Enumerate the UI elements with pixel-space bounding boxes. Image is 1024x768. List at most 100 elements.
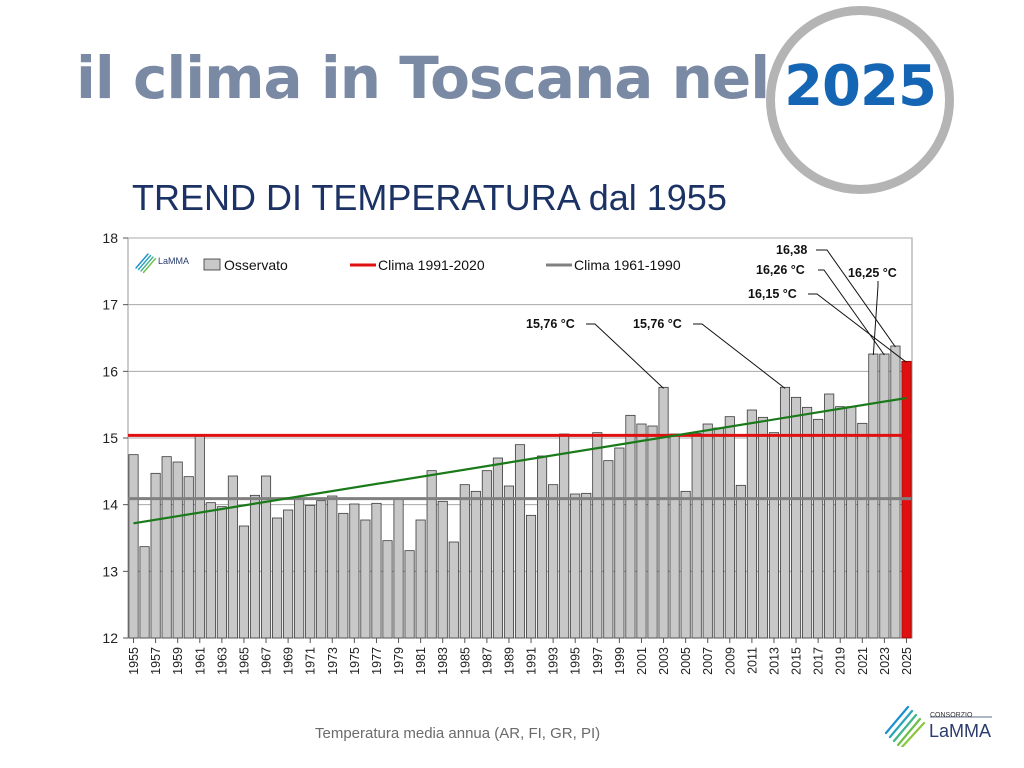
bar-1964	[227, 475, 238, 639]
bar-2003	[658, 386, 669, 639]
bar-2017	[813, 418, 824, 639]
bar-2012	[757, 416, 768, 639]
bar-2013	[768, 432, 780, 639]
legend-swatch-observed	[203, 258, 221, 271]
inner-logo-icon	[135, 253, 157, 274]
inner-logo-stripe	[137, 254, 152, 271]
bar-2006	[691, 432, 702, 639]
annotation-label-2023: 16,26 °C	[756, 263, 805, 277]
x-tick-label-1983: 1983	[436, 647, 450, 675]
bar-1987	[481, 470, 492, 639]
bar-1961	[194, 435, 205, 639]
bar-1982	[426, 470, 437, 639]
bar-1973	[327, 495, 338, 639]
x-tick-label-2007: 2007	[701, 647, 715, 675]
x-tick-label-1973: 1973	[326, 647, 340, 675]
x-tick-label-1955: 1955	[127, 647, 141, 675]
bar-2005	[680, 490, 691, 639]
bar-2015	[791, 396, 802, 639]
brand-small-text: CONSORZIO	[930, 712, 973, 719]
bar-2024	[890, 345, 901, 639]
x-tick-label-2023: 2023	[878, 647, 892, 675]
chart-caption: Temperatura media annua (AR, FI, GR, PI)	[315, 725, 601, 742]
x-tick-label-1975: 1975	[348, 647, 362, 675]
x-tick-label-1989: 1989	[502, 647, 516, 675]
annotation-label-2024: 16,38	[776, 243, 807, 257]
bar-1998	[603, 460, 614, 639]
chart-reference-lines	[128, 396, 911, 525]
bar-1977	[371, 502, 382, 639]
brand-name: LaMMA	[929, 721, 992, 741]
bar-2019	[835, 406, 846, 639]
bar-1962	[205, 502, 216, 639]
x-tick-label-1977: 1977	[370, 647, 384, 675]
lamma-logo-icon	[884, 705, 992, 747]
x-tick-label-1963: 1963	[215, 647, 229, 675]
bar-1956	[139, 546, 150, 639]
bar-1955	[128, 454, 139, 639]
y-tick-label-12: 12	[102, 630, 118, 646]
legend-label-clima-old: Clima 1961-1990	[574, 257, 681, 273]
page-title: il clima in Toscana nel	[76, 44, 770, 112]
x-tick-label-1971: 1971	[304, 647, 318, 675]
bar-2022	[868, 353, 879, 639]
annotation-label-2025: 16,15 °C	[748, 287, 797, 301]
bar-1976	[360, 519, 371, 639]
x-tick-label-1969: 1969	[282, 647, 296, 675]
y-tick-label-18: 18	[102, 230, 118, 246]
bar-2010	[735, 484, 746, 639]
bar-1995	[570, 493, 581, 639]
x-tick-label-1965: 1965	[237, 647, 251, 675]
trend-line	[133, 396, 907, 525]
bar-1965	[238, 525, 249, 639]
bar-2000	[625, 414, 636, 639]
bar-1993	[548, 484, 559, 639]
bar-2001	[636, 423, 647, 639]
bar-2007	[702, 423, 713, 639]
x-tick-label-1999: 1999	[613, 647, 627, 675]
x-tick-label-2001: 2001	[635, 647, 649, 675]
inner-logo-stripe	[142, 257, 157, 274]
y-tick-label-13: 13	[102, 563, 118, 579]
inner-logo-stripe	[140, 256, 154, 272]
bar-1970	[294, 497, 305, 639]
y-tick-label-16: 16	[102, 363, 118, 379]
x-tick-label-1979: 1979	[392, 647, 406, 675]
annotation-leader-2024	[816, 249, 896, 348]
legend-label-clima-recent: Clima 1991-2020	[378, 257, 485, 273]
bar-1969	[283, 509, 294, 639]
bar-1958	[161, 456, 172, 639]
title-year: 2025	[784, 54, 937, 119]
annotation-leader-2014	[693, 323, 786, 389]
y-tick-label-15: 15	[102, 430, 118, 446]
y-axis-labels: 12 13 14 15 16 17 18	[102, 230, 118, 646]
bar-1986	[470, 490, 481, 639]
x-tick-label-1967: 1967	[260, 647, 274, 675]
bar-1984	[448, 541, 459, 639]
bar-2021	[857, 422, 868, 639]
bar-2020	[846, 406, 857, 639]
bar-1989	[503, 485, 514, 639]
annotation-label-2003: 15,76 °C	[526, 317, 575, 331]
bar-1963	[216, 506, 227, 639]
x-tick-label-1957: 1957	[149, 647, 163, 675]
legend-label-observed: Osservato	[224, 257, 288, 273]
x-tick-label-1987: 1987	[480, 647, 494, 675]
x-tick-label-1959: 1959	[171, 647, 185, 675]
y-tick-label-14: 14	[102, 497, 118, 513]
bar-2016	[802, 406, 813, 639]
bar-1975	[349, 503, 360, 639]
bar-1974	[338, 512, 349, 639]
x-axis-labels: 1955 1957 1959 1961 1963 1965 1967 1969 1971 1973…	[127, 638, 914, 675]
x-tick-label-2005: 2005	[679, 647, 693, 675]
bar-1981	[415, 519, 426, 639]
bar-2009	[724, 416, 735, 639]
bar-2023	[879, 353, 890, 639]
x-tick-label-2025: 2025	[900, 647, 914, 675]
bar-2011	[746, 409, 757, 639]
inner-logo-stripe	[135, 253, 149, 269]
x-tick-label-1993: 1993	[547, 647, 561, 675]
annotation-leader-2003	[586, 323, 664, 389]
bar-1992	[537, 455, 548, 639]
